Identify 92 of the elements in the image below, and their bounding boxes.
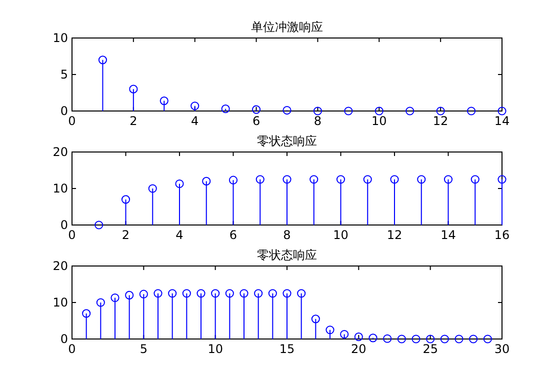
- x-tick-label: 4: [176, 228, 184, 242]
- point: [252, 105, 261, 114]
- point: [282, 106, 292, 115]
- point: [268, 289, 277, 298]
- point: [344, 106, 353, 116]
- point: [483, 334, 492, 344]
- x-tick-label: 20: [351, 342, 366, 356]
- point: [397, 334, 406, 344]
- x-tick-label: 6: [252, 114, 260, 128]
- point: [406, 106, 414, 116]
- point: [498, 106, 506, 116]
- point: [221, 104, 230, 114]
- point: [374, 106, 384, 116]
- y-tick-label: 10: [52, 296, 68, 310]
- point: [139, 290, 148, 298]
- x-tick-label: 12: [432, 114, 448, 128]
- y-tick-label: 20: [52, 145, 68, 159]
- point: [454, 334, 464, 344]
- point: [148, 184, 157, 193]
- x-tick-label: 10: [372, 114, 387, 128]
- y-tick-label: 20: [52, 259, 68, 273]
- point: [340, 330, 349, 339]
- x-tick-label: 12: [386, 228, 402, 242]
- point: [417, 175, 426, 184]
- point: [440, 334, 449, 344]
- point: [96, 298, 105, 307]
- x-tick-label: 5: [140, 342, 148, 356]
- x-tick-label: 25: [422, 342, 438, 356]
- point: [94, 220, 104, 230]
- point: [240, 289, 248, 298]
- point: [228, 176, 238, 184]
- y-tick-label: 0: [60, 332, 68, 346]
- x-tick-label: 8: [283, 228, 291, 242]
- point: [310, 175, 318, 184]
- y-tick-label: 10: [52, 31, 68, 45]
- point: [175, 179, 184, 188]
- point: [125, 290, 134, 300]
- point: [469, 334, 478, 344]
- x-tick-label: 6: [229, 228, 238, 242]
- point: [368, 334, 378, 342]
- point: [98, 56, 108, 64]
- x-tick-label: 15: [279, 342, 295, 356]
- point: [196, 289, 206, 298]
- x-tick-label: 14: [440, 228, 456, 242]
- point: [470, 175, 480, 184]
- y-tick-label: 0: [60, 104, 68, 118]
- point: [390, 175, 399, 184]
- point: [498, 175, 506, 184]
- point: [282, 289, 292, 298]
- x-tick-label: 16: [494, 228, 510, 242]
- point: [110, 293, 120, 302]
- point: [444, 175, 453, 184]
- point: [383, 334, 392, 343]
- point: [225, 289, 234, 298]
- point: [254, 289, 263, 298]
- point: [160, 96, 168, 106]
- point: [466, 106, 476, 116]
- point: [412, 334, 420, 344]
- x-tick-label: 14: [494, 114, 510, 128]
- point: [363, 175, 372, 184]
- point: [211, 289, 220, 298]
- point: [82, 309, 91, 318]
- point: [313, 106, 322, 116]
- x-tick-label: 2: [130, 114, 138, 128]
- point: [121, 195, 130, 204]
- point: [256, 175, 264, 184]
- x-tick-label: 10: [333, 228, 348, 242]
- x-tick-label: 2: [122, 228, 130, 242]
- chart-title: 零状态响应: [257, 248, 317, 262]
- chart-title: 零状态响应: [257, 134, 317, 148]
- point: [168, 289, 177, 298]
- x-tick-label: 30: [494, 342, 510, 356]
- point: [311, 314, 320, 324]
- point: [436, 106, 445, 116]
- chart-title: 单位冲激响应: [251, 20, 323, 34]
- x-tick-label: 10: [208, 342, 223, 356]
- point: [190, 102, 200, 110]
- point: [297, 289, 306, 298]
- point: [154, 289, 162, 298]
- point: [336, 175, 346, 184]
- point: [326, 326, 334, 334]
- point: [202, 176, 211, 186]
- y-tick-label: 5: [60, 68, 68, 82]
- point: [426, 334, 435, 344]
- y-tick-label: 0: [60, 218, 68, 232]
- point: [182, 289, 191, 298]
- x-tick-label: 4: [191, 114, 199, 128]
- point: [129, 84, 138, 94]
- point: [354, 332, 363, 342]
- point: [282, 175, 292, 184]
- y-tick-label: 10: [52, 182, 68, 196]
- x-tick-label: 8: [314, 114, 322, 128]
